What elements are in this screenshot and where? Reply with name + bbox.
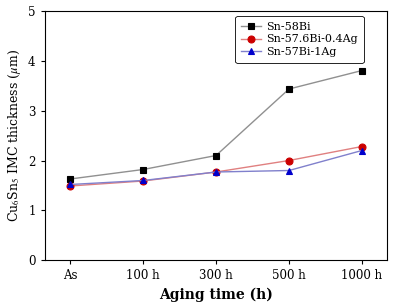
Sn-57Bi-1Ag — [68, 183, 73, 186]
Y-axis label: Cu$_6$Sn$_5$ IMC thickness ($\mu$m): Cu$_6$Sn$_5$ IMC thickness ($\mu$m) — [6, 49, 22, 222]
Sn-58Bi — [360, 69, 364, 72]
Line: Sn-57.6Bi-0.4Ag: Sn-57.6Bi-0.4Ag — [67, 143, 365, 189]
Sn-58Bi — [214, 154, 219, 157]
Sn-58Bi — [141, 168, 145, 171]
Line: Sn-58Bi: Sn-58Bi — [67, 67, 365, 182]
Sn-58Bi — [68, 177, 73, 181]
Sn-57.6Bi-0.4Ag — [214, 170, 219, 174]
Sn-57.6Bi-0.4Ag — [360, 145, 364, 148]
Legend: Sn-58Bi, Sn-57.6Bi-0.4Ag, Sn-57Bi-1Ag: Sn-58Bi, Sn-57.6Bi-0.4Ag, Sn-57Bi-1Ag — [235, 16, 364, 63]
Sn-57Bi-1Ag — [214, 170, 219, 174]
Sn-57.6Bi-0.4Ag — [68, 184, 73, 188]
Sn-57Bi-1Ag — [286, 169, 291, 172]
X-axis label: Aging time (h): Aging time (h) — [159, 288, 273, 302]
Sn-57.6Bi-0.4Ag — [286, 159, 291, 162]
Line: Sn-57Bi-1Ag: Sn-57Bi-1Ag — [67, 147, 365, 188]
Sn-57Bi-1Ag — [141, 179, 145, 182]
Sn-57.6Bi-0.4Ag — [141, 179, 145, 183]
Sn-58Bi — [286, 87, 291, 91]
Sn-57Bi-1Ag — [360, 149, 364, 152]
